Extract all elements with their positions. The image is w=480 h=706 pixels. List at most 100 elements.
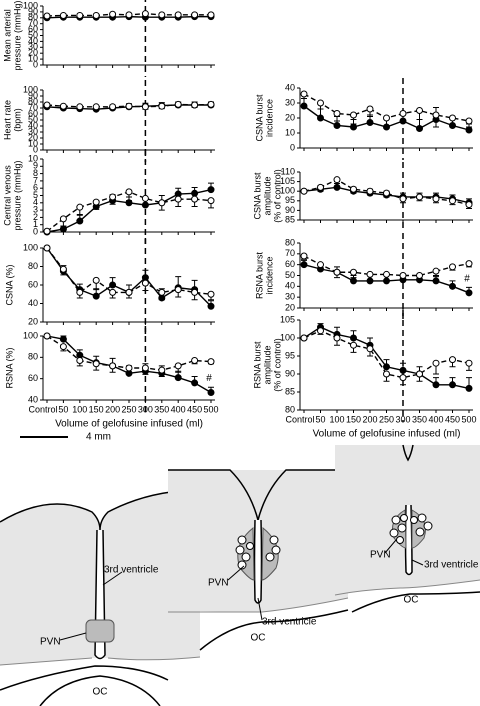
data-point: [109, 10, 117, 18]
x-tick-label: 250: [379, 414, 394, 424]
data-point: [76, 288, 84, 296]
data-point: [350, 334, 357, 342]
pvn-label: PVN: [40, 637, 61, 648]
y-tick-label: 80: [28, 261, 38, 271]
y-tick-label: 100: [280, 186, 295, 196]
y-tick-label: 100: [23, 84, 38, 94]
data-point: [432, 111, 440, 119]
outline: [0, 665, 169, 706]
y-tick-label: 30: [28, 126, 38, 136]
y-tick-label: 40: [28, 298, 38, 308]
y-tick-label: 40: [28, 394, 38, 404]
y-tick-label: 80: [28, 352, 38, 362]
series-line: [46, 335, 212, 394]
data-point: [207, 11, 215, 19]
y-tick-label: 60: [285, 259, 295, 269]
data-point: [432, 195, 440, 203]
pvn-region: [85, 619, 115, 643]
data-point: [333, 110, 341, 117]
y-tick-label: 40: [28, 36, 38, 46]
data-point: [174, 11, 182, 19]
data-point: [350, 111, 357, 119]
data-point: [317, 99, 324, 107]
y-axis-label: CSNA burst: [252, 172, 262, 220]
data-point: [174, 195, 182, 203]
data-point: [432, 267, 440, 275]
data-point: [207, 358, 215, 366]
y-tick-label: 0: [290, 142, 295, 152]
data-point: [125, 288, 133, 296]
data-point: [300, 334, 308, 342]
x-tick-label: 100: [329, 414, 344, 424]
data-point: [465, 126, 473, 134]
y-tick-label: 20: [28, 132, 38, 142]
pointer: [384, 539, 397, 554]
y-tick-label: 40: [28, 120, 38, 130]
outline: [334, 579, 480, 596]
data-point: [465, 260, 473, 268]
data-point: [125, 364, 133, 372]
data-point: [465, 384, 473, 392]
data-point: [191, 195, 199, 203]
outline: [0, 489, 201, 531]
y-tick-label: 30: [28, 42, 38, 52]
x-tick-label: 50: [58, 404, 68, 414]
ventricle: [253, 519, 263, 604]
y-axis-label: Heart rate: [2, 100, 12, 140]
data-point: [416, 272, 423, 279]
x-tick-label: 350: [154, 404, 169, 414]
data-point: [366, 105, 374, 113]
x-tick-label: 500: [461, 414, 476, 424]
data-point: [191, 357, 199, 365]
data-point: [59, 225, 67, 233]
data-point: [465, 289, 473, 297]
data-point: [59, 335, 67, 343]
data-point: [191, 288, 199, 296]
data-point: [174, 100, 182, 108]
y-tick-label: 3: [33, 204, 38, 214]
y-axis-label: pressure (mmHg): [12, 0, 22, 70]
data-point: [449, 381, 456, 389]
data-point: [399, 195, 407, 203]
data-point: [207, 186, 215, 194]
y-tick-label: 10: [28, 153, 38, 163]
y-tick-label: 0: [33, 144, 38, 154]
data-point: [174, 362, 182, 370]
y-tick-label: 10: [28, 53, 38, 63]
data-point: [432, 359, 440, 367]
outline: [402, 444, 414, 462]
data-point: [366, 270, 374, 278]
data-point: [76, 11, 84, 19]
x-tick-label: 50: [315, 414, 325, 424]
x-tick-label: 500: [203, 404, 218, 414]
data-point: [43, 332, 51, 340]
scale-label: 4 mm: [86, 432, 111, 443]
oc-label: OC: [251, 633, 266, 644]
data-point: [416, 125, 423, 132]
y-axis-label: RSNA burst: [254, 251, 264, 299]
pointer: [59, 632, 87, 641]
data-point: [92, 292, 100, 300]
data-point: [317, 327, 324, 335]
chart-panel: 20 40 60 80 100 CSNA (%): [4, 238, 215, 334]
data-point: [366, 119, 374, 126]
x-tick-label: Control: [285, 414, 314, 424]
data-point: [350, 268, 357, 276]
data-point: [465, 117, 473, 125]
data-point: [432, 277, 440, 285]
pointer: [102, 571, 123, 586]
data-point: [141, 194, 149, 202]
y-tick-label: 20: [285, 302, 295, 312]
outline: [351, 591, 480, 613]
y-tick-label: 105: [280, 314, 295, 324]
data-point: [465, 359, 473, 367]
y-tick-label: 30: [285, 97, 295, 107]
data-point: [59, 102, 67, 110]
y-tick-label: 20: [28, 316, 38, 326]
data-point: [158, 199, 166, 207]
y-axis-label: CSNA burst: [254, 94, 264, 142]
x-tick-label: 400: [171, 404, 186, 414]
x-axis-label: Volume of gelofusine infused (ml): [313, 429, 461, 440]
x-tick-label: 300: [395, 414, 410, 424]
